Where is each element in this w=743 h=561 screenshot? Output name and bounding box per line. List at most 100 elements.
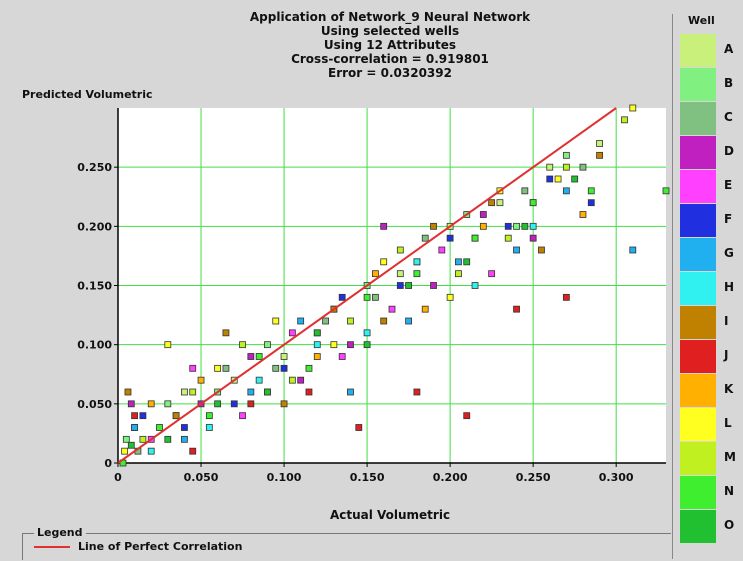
data-point-l xyxy=(214,364,222,372)
data-point-i xyxy=(596,151,603,159)
data-point-o xyxy=(463,258,471,266)
well-color-swatch xyxy=(680,340,716,373)
chart-title-line-5: Error = 0.0320392 xyxy=(328,66,452,80)
x-tick-label: 0.200 xyxy=(433,471,468,484)
chart-title-line-4: Cross-correlation = 0.919801 xyxy=(291,52,489,66)
data-point-d xyxy=(430,282,437,289)
well-color-swatch xyxy=(680,170,716,203)
x-tick-label: 0.050 xyxy=(184,471,219,484)
data-point-c xyxy=(579,163,587,171)
data-point-m xyxy=(562,163,570,171)
data-point-j xyxy=(513,305,520,313)
data-point-e xyxy=(288,329,296,337)
data-point-h xyxy=(205,424,213,431)
data-point-f xyxy=(230,400,238,408)
well-legend-item-c: C xyxy=(680,102,738,135)
data-point-b xyxy=(562,151,570,159)
perfect-correlation-line xyxy=(117,107,617,464)
data-point-e xyxy=(488,270,496,278)
data-point-i xyxy=(430,222,437,230)
well-legend-item-i: I xyxy=(680,306,738,339)
x-tick-label: 0 xyxy=(114,471,122,484)
data-point-n xyxy=(587,187,595,195)
well-legend-item-k: K xyxy=(680,374,738,407)
data-point-k xyxy=(147,400,155,408)
data-point-f xyxy=(396,282,404,289)
well-color-swatch xyxy=(680,102,716,135)
well-label: B xyxy=(724,76,734,90)
data-point-i xyxy=(488,199,496,207)
data-point-j xyxy=(562,293,570,301)
data-point-g xyxy=(562,187,570,195)
data-point-o xyxy=(313,329,321,337)
well-legend-item-h: H xyxy=(680,272,738,305)
well-color-swatch xyxy=(680,374,716,407)
data-point-l xyxy=(272,317,280,325)
data-point-i xyxy=(538,246,545,254)
well-label: G xyxy=(724,246,734,260)
well-color-swatch xyxy=(680,272,716,305)
well-label: C xyxy=(724,110,733,124)
data-point-e xyxy=(338,353,346,360)
well-color-swatch xyxy=(680,136,716,169)
data-point-i xyxy=(124,388,132,396)
well-legend-item-o: O xyxy=(680,510,738,543)
y-tick-label: 0.050 xyxy=(77,398,112,411)
y-tick-label: 0.250 xyxy=(77,161,112,174)
well-legend-item-g: G xyxy=(680,238,738,271)
data-point-m xyxy=(239,341,246,349)
data-point-g xyxy=(181,435,188,443)
data-point-m xyxy=(347,317,354,325)
data-point-n xyxy=(471,234,479,242)
data-point-g xyxy=(629,246,637,254)
y-tick-label: 0.100 xyxy=(77,339,112,352)
data-point-l xyxy=(164,341,172,349)
data-point-l xyxy=(446,293,454,301)
data-point-i xyxy=(280,400,288,408)
data-point-g xyxy=(455,258,462,266)
data-point-g xyxy=(247,388,255,396)
data-point-j xyxy=(463,412,471,420)
data-point-m xyxy=(455,270,462,278)
data-point-m xyxy=(504,234,512,242)
well-label: H xyxy=(724,280,735,294)
data-point-a xyxy=(496,199,504,207)
well-color-swatch xyxy=(680,34,716,67)
data-point-n xyxy=(413,270,421,278)
well-color-swatch xyxy=(680,408,716,441)
y-tick-label: 0 xyxy=(104,457,112,470)
data-point-l xyxy=(121,447,129,455)
data-point-a xyxy=(546,163,554,171)
data-point-j xyxy=(305,388,313,396)
data-point-d xyxy=(247,353,255,360)
well-legend-item-b: B xyxy=(680,68,738,101)
data-point-i xyxy=(380,317,388,325)
data-point-g xyxy=(297,317,305,325)
data-point-c xyxy=(421,234,429,242)
data-point-j xyxy=(189,447,197,455)
data-point-f xyxy=(181,424,188,431)
data-point-o xyxy=(405,282,413,289)
data-point-f xyxy=(338,293,346,301)
data-point-o xyxy=(571,175,579,183)
data-point-j xyxy=(413,388,421,396)
data-point-l xyxy=(554,175,562,183)
well-color-swatch xyxy=(680,306,716,339)
data-point-m xyxy=(621,116,628,124)
y-tick-label: 0.150 xyxy=(77,280,112,293)
data-point-m xyxy=(139,435,147,443)
data-point-n xyxy=(255,353,263,360)
data-point-o xyxy=(164,435,172,443)
well-legend-item-m: M xyxy=(680,442,738,475)
data-point-f xyxy=(446,234,454,242)
data-point-k xyxy=(371,270,379,278)
well-label: K xyxy=(724,382,734,396)
data-point-n xyxy=(305,364,313,372)
data-point-l xyxy=(380,258,388,266)
data-point-n xyxy=(662,187,670,195)
data-point-o xyxy=(127,441,135,449)
data-point-j xyxy=(355,424,363,431)
data-point-m xyxy=(288,376,296,384)
x-tick-label: 0.300 xyxy=(599,471,634,484)
